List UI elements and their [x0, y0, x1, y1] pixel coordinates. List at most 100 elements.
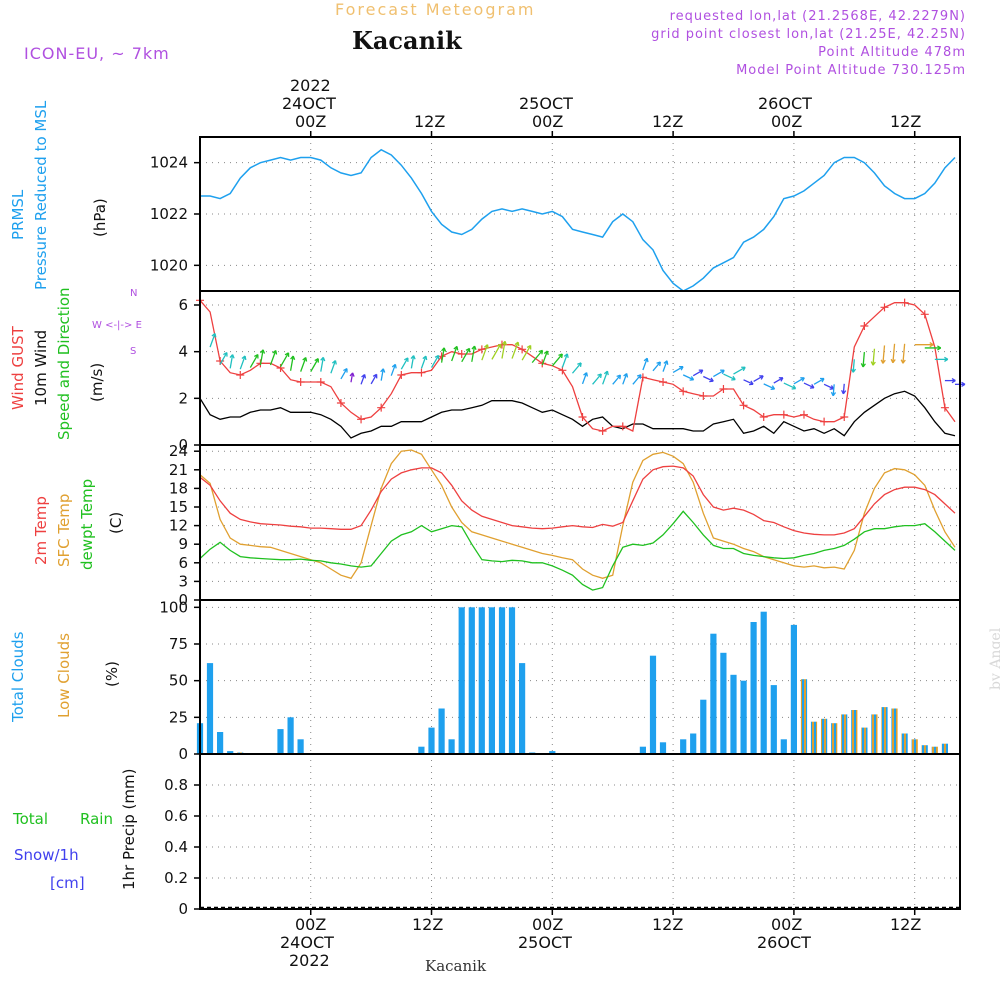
- cloud-bar: [297, 739, 304, 754]
- wind-arrow: [632, 374, 642, 385]
- gust-point: [618, 422, 627, 431]
- cloud-bar: [710, 633, 717, 754]
- precip-unit-label: 1hr Precip (mm): [120, 768, 138, 890]
- wind-arrow: [380, 368, 384, 381]
- y-tick-label: 0: [178, 591, 188, 609]
- wind-arrow-head: [830, 391, 837, 397]
- wind-arrow: [390, 364, 396, 376]
- wind-arrow-head: [361, 373, 367, 379]
- wind-arrow-head: [731, 375, 736, 381]
- wind-arrow: [793, 377, 805, 385]
- wind-arrow: [612, 374, 621, 385]
- cloud-bar: [770, 685, 777, 754]
- wind-arrow: [289, 355, 294, 371]
- compass-south: S: [130, 346, 137, 357]
- cloud-bar: [810, 721, 818, 754]
- wind-arrow-head: [302, 357, 308, 362]
- wind-arrow-head: [720, 369, 725, 375]
- wind-arrow-head: [900, 359, 906, 364]
- wind-arrow-head: [314, 358, 319, 363]
- gust-point: [739, 401, 748, 410]
- wind-arrow-head: [496, 343, 502, 349]
- cloud-bar: [549, 751, 556, 754]
- model-label: ICON-EU, ~ 7km: [24, 44, 170, 63]
- wind-arrow: [491, 343, 502, 360]
- wind-arrow-head: [380, 368, 386, 373]
- wind-arrow: [813, 378, 825, 385]
- wind-arrow: [259, 349, 264, 366]
- wind-arrow-head: [880, 359, 886, 364]
- wind-arrow: [279, 352, 290, 368]
- footer-location: Kacanik: [425, 957, 487, 975]
- cloud-bar: [760, 611, 767, 754]
- snow-unit-label: [cm]: [50, 874, 85, 892]
- wind-arrow: [892, 343, 896, 363]
- gust-point: [296, 378, 305, 386]
- wind-arrow-head: [272, 350, 278, 355]
- y-tick-label: 12: [169, 517, 188, 535]
- y-tick-label: 0.6: [164, 807, 188, 825]
- wind-arrow-head: [349, 372, 355, 377]
- wind-arrow: [783, 382, 796, 390]
- top-date-label: 25OCT: [519, 94, 573, 113]
- wind-arrow-head: [331, 360, 337, 365]
- cloud-bar: [821, 718, 828, 754]
- cloud-bar: [217, 732, 224, 754]
- gust-line: [199, 299, 956, 432]
- gust-point: [578, 413, 587, 421]
- bottom-hour-label: 12Z: [412, 915, 444, 934]
- cloud-bar: [700, 699, 707, 754]
- y-tick-label: 0: [178, 436, 188, 454]
- wind-arrow: [471, 345, 476, 362]
- grid-layer: [200, 137, 960, 910]
- y-tick-label: 25: [169, 708, 188, 726]
- wind-arrow-head: [937, 345, 942, 351]
- y-tick-label: 0.8: [164, 776, 188, 794]
- low-clouds-label: Low Clouds: [55, 633, 73, 718]
- wind-arrow: [451, 346, 458, 362]
- wind-arrow-head: [616, 374, 622, 380]
- y-tick-label: 2: [178, 389, 188, 407]
- top-hour-label: 00Z: [532, 112, 564, 131]
- y-tick-label: 4: [178, 343, 188, 361]
- gust-point: [417, 368, 426, 377]
- wind-direction-label: Speed and Direction: [55, 287, 73, 440]
- wind-arrow: [592, 373, 602, 385]
- wind-arrow-head: [809, 384, 815, 389]
- y-tick-label: 15: [169, 498, 188, 516]
- gust-point: [679, 387, 688, 396]
- cloud-bar: [931, 746, 938, 754]
- wind-arrow: [511, 341, 519, 359]
- cloud-bar: [851, 710, 858, 754]
- gust-point: [397, 371, 406, 379]
- bottom-hour-label: 12Z: [652, 915, 684, 934]
- gust-point: [659, 378, 668, 386]
- wind-speed-line: [199, 390, 956, 439]
- cloud-bar: [921, 745, 928, 754]
- wind-arrow: [440, 347, 445, 363]
- wind-arrow: [571, 362, 582, 374]
- wind-arrow: [832, 384, 835, 396]
- wind-arrow: [852, 359, 855, 373]
- wind-arrow-head: [890, 358, 896, 364]
- panel-frame: [199, 290, 961, 446]
- wind-arrow: [320, 357, 324, 372]
- wind-label: 10m Wind: [32, 329, 50, 406]
- cloud-bar: [488, 607, 495, 754]
- wind-arrow: [763, 383, 775, 390]
- wind-arrow-head: [778, 377, 784, 382]
- wind-arrow: [360, 374, 366, 385]
- wind-arrow: [803, 382, 815, 389]
- dewpt-line: [199, 510, 956, 591]
- top-date-label: 24OCT: [282, 94, 336, 113]
- wind-arrow-head: [211, 332, 217, 338]
- wind-arrow-head: [850, 368, 857, 373]
- cloud-bar: [901, 733, 908, 754]
- wind-arrow: [862, 351, 866, 368]
- wind-arrow: [300, 357, 307, 372]
- wind-arrow-head: [563, 353, 569, 358]
- pressure-line: [200, 148, 956, 292]
- cloud-bar: [740, 680, 747, 754]
- wind-arrow: [561, 353, 568, 368]
- gust-point: [477, 345, 486, 354]
